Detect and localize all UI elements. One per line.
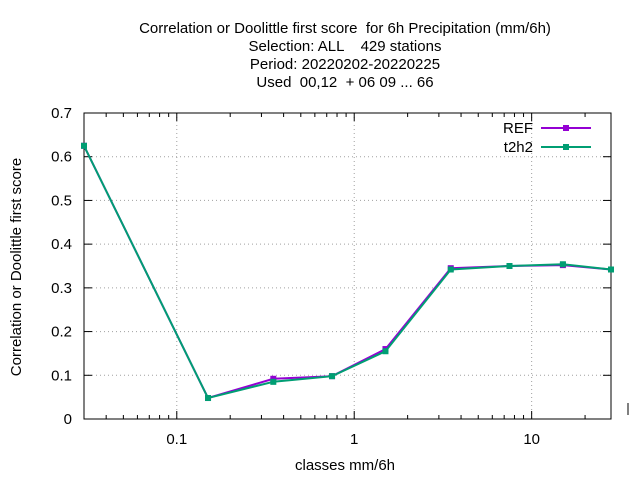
data-point-t2h2	[205, 395, 212, 402]
chart-title-3: Period: 20220202-20220225	[249, 56, 441, 73]
y-tick-label: 0.3	[51, 280, 72, 297]
data-point-t2h2	[506, 263, 513, 269]
chart-title-4: Used 00,12 + 06 09 ... 66	[256, 74, 434, 91]
x-tick-label: 1	[350, 431, 358, 448]
data-point-t2h2	[608, 266, 614, 273]
y-axis-label: Correlation or Doolittle first score	[8, 158, 25, 376]
x-tick-label: 0.1	[166, 431, 187, 448]
axes: 0 0.1 0.2 0.3 0.4 0.5 0.6 0.7 0.1 1 10	[51, 105, 629, 448]
y-tick-label: 0.6	[51, 149, 72, 166]
series	[81, 142, 614, 402]
data-point-t2h2	[447, 266, 454, 273]
y-tick-label: 0	[64, 411, 72, 428]
series-line-t2h2	[83, 145, 612, 400]
y-tick-label: 0.2	[51, 324, 72, 341]
data-point-t2h2	[329, 373, 336, 380]
series-line-REF	[83, 145, 612, 400]
y-tick-label: 0.5	[51, 192, 72, 209]
legend-label-t2h2: t2h2	[504, 139, 533, 156]
data-point-t2h2	[559, 261, 566, 268]
y-tick-label: 0.4	[51, 236, 72, 253]
legend-marker-REF	[563, 125, 569, 131]
chart-title-1: Correlation or Doolittle first score for…	[139, 20, 551, 37]
data-point-t2h2	[270, 378, 277, 385]
data-point-REF	[270, 375, 277, 382]
legend: REF t2h2	[503, 120, 591, 156]
data-point-t2h2	[382, 348, 389, 355]
y-tick-label: 0.1	[51, 367, 72, 384]
plot-border	[83, 112, 612, 420]
legend-marker-t2h2	[563, 144, 569, 150]
data-point-t2h2	[81, 142, 87, 149]
legend-label-REF: REF	[503, 120, 533, 137]
x-axis-label: classes mm/6h	[295, 457, 395, 474]
x-tick-label: 10	[523, 431, 540, 448]
chart-title-2: Selection: ALL 429 stations	[248, 38, 442, 55]
y-tick-label: 0.7	[51, 105, 72, 122]
